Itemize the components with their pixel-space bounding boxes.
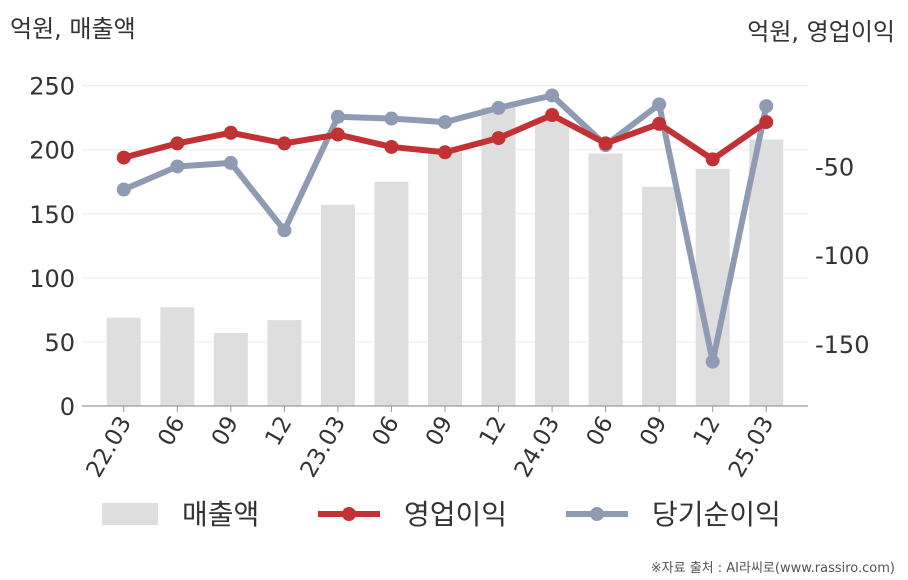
point-net-income: [223, 155, 238, 170]
revenue-bars: [106, 107, 784, 407]
bar-revenue: [588, 153, 623, 406]
legend: 매출액 영업이익 당기순이익: [102, 498, 781, 531]
legend-swatch-revenue: [102, 503, 158, 525]
x-tick-label: 06: [582, 412, 619, 450]
bar-revenue: [213, 332, 248, 406]
bar-revenue: [642, 186, 677, 406]
legend-swatch-marker: [342, 507, 356, 521]
source-note: ※자료 출처 : AI라씨로(www.rassiro.com): [651, 561, 895, 576]
x-tick-label: 25.03: [724, 412, 779, 482]
point-net-income: [705, 354, 720, 369]
legend-label: 매출액: [182, 498, 259, 531]
bar-revenue: [267, 320, 302, 406]
x-tick-label: 22.03: [82, 412, 137, 482]
legend-swatch-marker: [590, 507, 604, 521]
left-tick-label: 50: [44, 329, 75, 357]
x-tick-label: 09: [635, 412, 672, 450]
x-tick-label: 12: [689, 412, 726, 450]
x-tick-label: 12: [475, 412, 512, 450]
x-tick-label: 12: [260, 412, 297, 450]
point-net-income: [759, 99, 774, 114]
right-tick-label: -50: [815, 153, 854, 181]
point-operating-profit: [705, 152, 720, 167]
point-operating-profit: [598, 136, 613, 151]
point-operating-profit: [491, 131, 506, 146]
x-tick-label: 09: [421, 412, 458, 450]
line-series: [116, 88, 774, 369]
point-operating-profit: [330, 127, 345, 142]
point-operating-profit: [438, 145, 452, 160]
left-axis-label: 억원, 매출액: [10, 15, 136, 43]
x-tick-label: 24.03: [510, 412, 565, 482]
point-net-income: [438, 115, 452, 130]
bar-revenue: [428, 152, 462, 406]
bar-revenue: [695, 168, 730, 406]
left-tick-label: 100: [29, 265, 75, 293]
bar-revenue: [106, 317, 141, 406]
bar-revenue: [374, 181, 409, 406]
bar-revenue: [481, 107, 516, 406]
legend-label: 당기순이익: [652, 498, 781, 531]
x-tick-label: 06: [153, 412, 190, 450]
point-net-income: [384, 111, 399, 126]
right-tick-label: -150: [815, 331, 869, 359]
legend-label: 영업이익: [404, 498, 507, 531]
right-axis-label: 억원, 영업이익: [747, 18, 895, 46]
point-operating-profit: [652, 116, 667, 131]
point-net-income: [652, 97, 667, 112]
left-tick-label: 200: [29, 137, 75, 165]
bar-revenue: [749, 139, 784, 407]
point-operating-profit: [384, 139, 399, 154]
point-net-income: [116, 182, 131, 197]
x-tick-label: 09: [207, 412, 244, 450]
left-tick-label: 0: [60, 393, 75, 421]
point-operating-profit: [759, 115, 774, 130]
point-net-income: [277, 223, 292, 238]
x-tick-label: 23.03: [296, 412, 351, 482]
left-tick-label: 250: [29, 73, 75, 101]
right-tick-label: -100: [815, 242, 869, 270]
point-operating-profit: [170, 136, 185, 151]
point-operating-profit: [545, 108, 560, 123]
point-net-income: [170, 159, 185, 174]
bar-revenue: [535, 120, 570, 407]
point-net-income: [491, 100, 506, 115]
point-operating-profit: [116, 150, 131, 165]
left-tick-label: 150: [29, 201, 75, 229]
point-operating-profit: [277, 136, 292, 151]
point-net-income: [545, 88, 560, 103]
point-operating-profit: [223, 125, 238, 140]
bar-revenue: [160, 307, 195, 406]
x-tick-label: 06: [368, 412, 405, 450]
point-net-income: [330, 109, 345, 124]
bar-revenue: [320, 204, 355, 406]
